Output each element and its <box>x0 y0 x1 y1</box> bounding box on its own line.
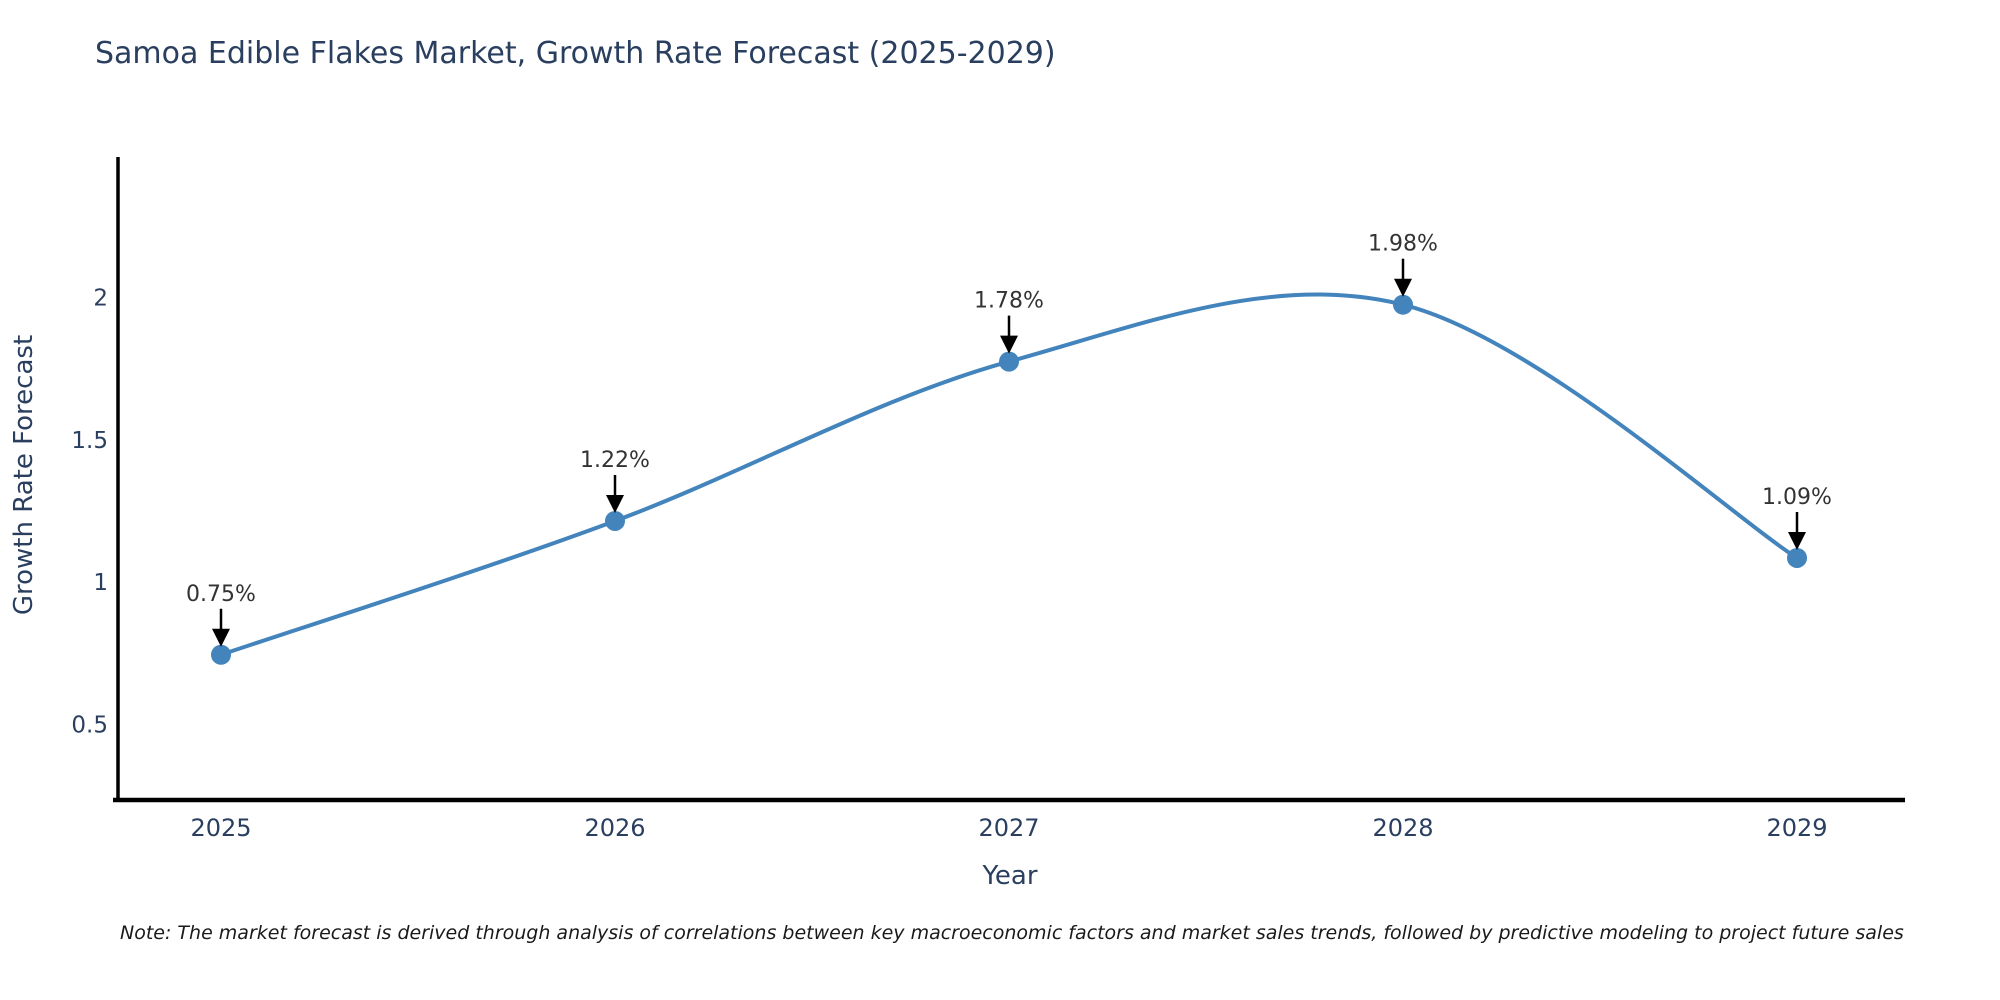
annotation-arrowhead-icon <box>606 494 624 513</box>
annotation-label: 1.78% <box>974 289 1044 314</box>
annotation-arrowhead-icon <box>212 628 230 647</box>
annotation-arrowhead-icon <box>1788 531 1806 550</box>
x-tick-label: 2028 <box>1372 814 1433 842</box>
y-tick-label: 0.5 <box>71 712 108 738</box>
annotation-arrowhead-icon <box>1394 278 1412 297</box>
chart-title: Samoa Edible Flakes Market, Growth Rate … <box>95 36 1056 71</box>
y-tick-label: 1.5 <box>71 428 108 454</box>
x-axis-title: Year <box>981 861 1037 891</box>
data-point-marker[interactable] <box>1393 294 1413 315</box>
annotation-label: 1.22% <box>580 448 650 473</box>
y-tick-label: 2 <box>93 286 108 312</box>
annotation-arrowhead-icon <box>1000 335 1018 354</box>
annotation-label: 1.09% <box>1762 485 1832 510</box>
x-tick-label: 2026 <box>584 814 645 842</box>
x-tick-label: 2025 <box>190 814 251 842</box>
x-tick-label: 2029 <box>1766 814 1827 842</box>
y-axis-title: Growth Rate Forecast <box>9 335 39 615</box>
x-tick-label: 2027 <box>978 814 1039 842</box>
data-point-marker[interactable] <box>211 644 231 665</box>
data-point-marker[interactable] <box>605 510 625 531</box>
annotation-label: 0.75% <box>186 582 256 607</box>
annotation-label: 1.98% <box>1368 232 1438 257</box>
note-text: Note: The market forecast is derived thr… <box>120 922 1904 944</box>
data-point-marker[interactable] <box>1787 547 1807 568</box>
data-point-marker[interactable] <box>999 351 1019 372</box>
line-chart: 0.5 1 1.5 2 2025 2026 2027 2028 2029 Year Growth R… <box>9 157 1905 891</box>
y-tick-label: 1 <box>93 570 108 596</box>
